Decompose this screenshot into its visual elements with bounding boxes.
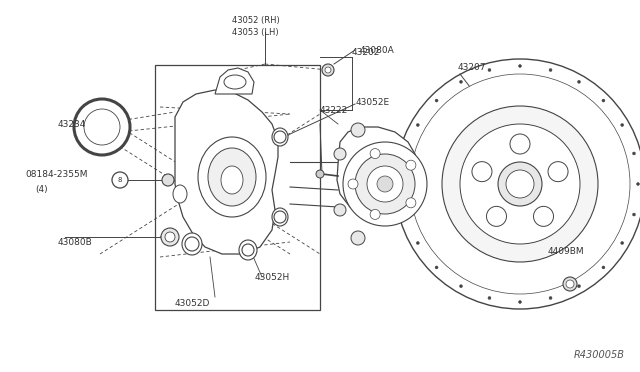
Circle shape	[510, 134, 530, 154]
Circle shape	[563, 277, 577, 291]
Circle shape	[274, 131, 286, 143]
Circle shape	[406, 160, 416, 170]
Circle shape	[602, 99, 605, 102]
Circle shape	[242, 244, 254, 256]
Ellipse shape	[272, 128, 288, 146]
Circle shape	[370, 209, 380, 219]
Text: 43052E: 43052E	[356, 97, 390, 106]
Circle shape	[486, 206, 506, 226]
Ellipse shape	[221, 166, 243, 194]
Circle shape	[435, 99, 438, 102]
Text: 43052 (RH): 43052 (RH)	[232, 16, 280, 25]
Text: 43080A: 43080A	[360, 45, 395, 55]
Circle shape	[632, 152, 636, 155]
Circle shape	[316, 170, 324, 178]
Circle shape	[161, 228, 179, 246]
Circle shape	[577, 285, 580, 288]
Ellipse shape	[272, 208, 288, 226]
Circle shape	[549, 68, 552, 71]
Circle shape	[442, 106, 598, 262]
Text: 43053 (LH): 43053 (LH)	[232, 28, 278, 36]
Text: 08184-2355M: 08184-2355M	[25, 170, 88, 179]
Text: 43052H: 43052H	[255, 273, 291, 282]
Text: 43052D: 43052D	[175, 299, 211, 308]
Circle shape	[621, 241, 624, 244]
Text: 43080B: 43080B	[58, 237, 93, 247]
Circle shape	[416, 124, 419, 126]
Circle shape	[498, 162, 542, 206]
Circle shape	[548, 162, 568, 182]
Ellipse shape	[173, 185, 187, 203]
Circle shape	[404, 213, 408, 216]
Circle shape	[632, 213, 636, 216]
Circle shape	[334, 204, 346, 216]
Circle shape	[435, 266, 438, 269]
Circle shape	[325, 67, 331, 73]
Circle shape	[460, 80, 463, 83]
Circle shape	[602, 266, 605, 269]
Circle shape	[534, 206, 554, 226]
Text: (4): (4)	[35, 185, 47, 193]
Circle shape	[410, 74, 630, 294]
Circle shape	[351, 231, 365, 245]
Circle shape	[518, 64, 522, 67]
Text: 4409BM: 4409BM	[548, 247, 584, 257]
Circle shape	[162, 174, 174, 186]
Polygon shape	[337, 127, 418, 215]
Circle shape	[518, 301, 522, 304]
Circle shape	[322, 64, 334, 76]
Circle shape	[377, 176, 393, 192]
Text: 43222: 43222	[320, 106, 348, 115]
Circle shape	[637, 183, 639, 186]
Ellipse shape	[224, 75, 246, 89]
Circle shape	[355, 154, 415, 214]
Bar	[155, 65, 320, 310]
Text: 43234: 43234	[58, 119, 86, 128]
Circle shape	[401, 183, 403, 186]
Circle shape	[334, 148, 346, 160]
Circle shape	[165, 232, 175, 242]
Circle shape	[84, 109, 120, 145]
Text: R430005B: R430005B	[574, 350, 625, 360]
Ellipse shape	[182, 233, 202, 255]
Ellipse shape	[198, 137, 266, 217]
Circle shape	[343, 142, 427, 226]
Circle shape	[488, 296, 491, 299]
Circle shape	[416, 241, 419, 244]
Circle shape	[112, 172, 128, 188]
Circle shape	[351, 123, 365, 137]
Polygon shape	[175, 90, 278, 254]
Circle shape	[577, 80, 580, 83]
Circle shape	[472, 162, 492, 182]
Circle shape	[621, 124, 624, 126]
Circle shape	[488, 68, 491, 71]
Circle shape	[348, 179, 358, 189]
Circle shape	[185, 237, 199, 251]
Circle shape	[549, 296, 552, 299]
Circle shape	[566, 280, 574, 288]
Circle shape	[404, 152, 408, 155]
Polygon shape	[215, 68, 254, 94]
Circle shape	[395, 59, 640, 309]
Circle shape	[74, 99, 130, 155]
Circle shape	[406, 198, 416, 208]
Circle shape	[274, 211, 286, 223]
Circle shape	[367, 166, 403, 202]
Circle shape	[506, 170, 534, 198]
Text: 43207: 43207	[458, 62, 486, 71]
Ellipse shape	[239, 240, 257, 260]
Circle shape	[460, 124, 580, 244]
Circle shape	[460, 285, 463, 288]
Text: 43202: 43202	[352, 48, 380, 57]
Circle shape	[370, 148, 380, 158]
Ellipse shape	[208, 148, 256, 206]
Text: 8: 8	[118, 177, 122, 183]
